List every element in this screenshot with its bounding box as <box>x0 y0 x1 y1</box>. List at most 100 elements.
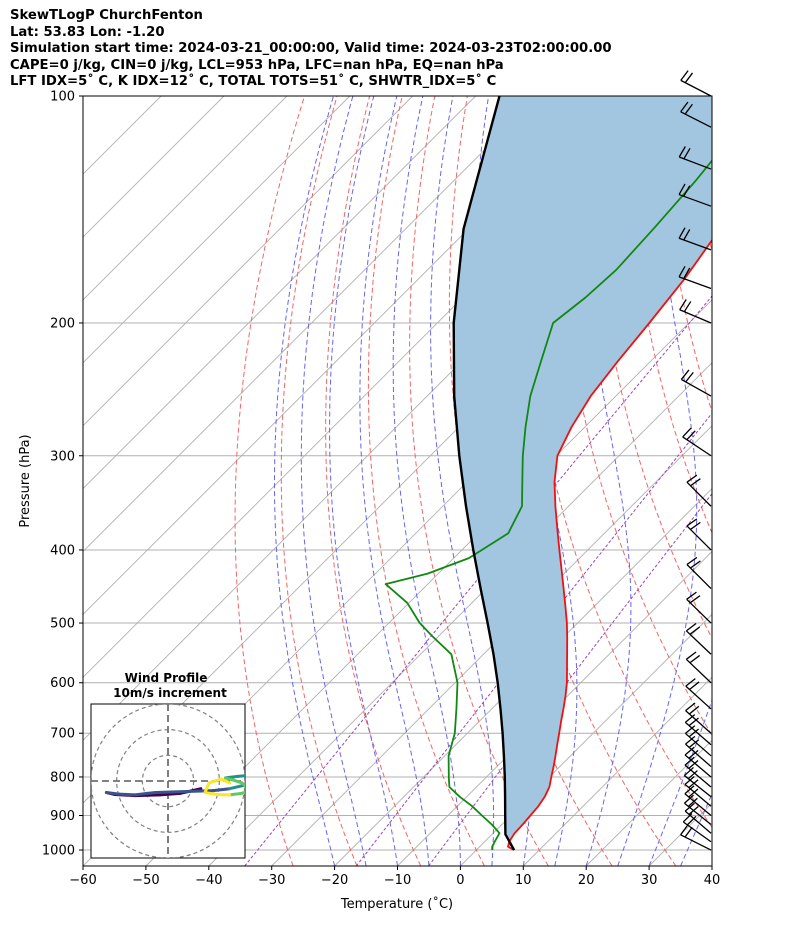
temperature-profile-line <box>507 238 712 851</box>
y-tick-label: 800 <box>50 770 75 785</box>
wind-barb-feather <box>684 103 693 115</box>
x-tick-label: 40 <box>704 873 721 888</box>
inset-title: Wind Profile <box>125 671 208 685</box>
hodograph-segment <box>158 791 182 797</box>
wind-barb-staff <box>684 721 712 746</box>
parcel-path-line <box>452 96 516 851</box>
wind-barb-staff <box>686 598 712 624</box>
wind-barb <box>684 746 712 778</box>
wind-barb <box>686 518 712 551</box>
y-tick-label: 300 <box>50 449 75 464</box>
dry-adiabat-line <box>728 96 794 866</box>
x-tick-label: 30 <box>641 873 658 888</box>
wind-barb <box>686 474 712 507</box>
x-tick-label: −60 <box>69 873 96 888</box>
wind-barb <box>680 101 712 128</box>
wind-barb-feather <box>689 654 701 664</box>
wind-barb-feather <box>688 717 699 727</box>
wind-barb-staff <box>684 802 712 826</box>
wind-barb-staff <box>678 276 712 290</box>
wind-barb-feather <box>680 369 690 380</box>
chart-location: Lat: 53.83 Lon: -1.20 <box>10 24 165 40</box>
wind-barb <box>684 794 712 826</box>
y-tick-label: 1000 <box>42 844 75 859</box>
moist-adiabat-line <box>359 96 430 866</box>
wind-barb <box>678 227 712 251</box>
moist-adiabat-line <box>648 698 712 866</box>
hodograph-segment <box>133 791 149 797</box>
wind-barb-feather <box>688 759 699 769</box>
moist-adiabat-line <box>711 864 712 866</box>
wind-barb-feather <box>678 265 686 278</box>
wind-barb-feather <box>684 72 694 84</box>
wind-barb-staff <box>684 754 712 778</box>
wind-barb-staff <box>680 111 712 128</box>
x-tick-label: 20 <box>578 873 595 888</box>
wind-barb-staff <box>681 378 712 397</box>
hodograph-segment <box>240 781 245 788</box>
dry-adiabat-line <box>761 96 794 866</box>
wind-barb-staff <box>680 834 712 851</box>
wind-barb-feather <box>683 185 691 197</box>
wind-barb-feather <box>685 725 696 734</box>
hodograph-segment <box>203 781 211 795</box>
inset-plot <box>91 704 245 858</box>
wind-barb <box>684 714 712 746</box>
wind-barb-staff <box>680 79 712 97</box>
wind-barb-feather <box>679 299 687 311</box>
y-axis-label: Pressure (hPa) <box>18 434 33 527</box>
wind-barb-staff <box>678 156 712 170</box>
wind-barb-feather <box>688 749 699 759</box>
wind-barbs <box>678 70 712 851</box>
wind-barb-staff <box>682 821 712 843</box>
wind-barb <box>678 265 712 290</box>
isotherm-line <box>83 96 225 238</box>
x-tick-label: −20 <box>321 873 348 888</box>
wind-barb-feather <box>689 681 700 691</box>
wind-barb <box>680 824 712 851</box>
wind-barb <box>685 735 712 768</box>
wind-barb <box>679 299 712 324</box>
wind-barb-staff <box>684 775 712 798</box>
dry-adiabat-line <box>367 96 485 866</box>
x-axis-label: Temperature (˚C) <box>340 896 453 912</box>
dry-adiabat-line <box>234 96 305 866</box>
moist-adiabat-line <box>430 96 495 866</box>
wind-barb-staff <box>685 658 712 684</box>
dewpoint-profile-line <box>384 159 712 851</box>
chart-title-block: SkewTLogP ChurchFenton Lat: 53.83 Lon: -… <box>10 8 612 91</box>
wind-barb-feather <box>686 518 698 527</box>
chart-times: Simulation start time: 2024-03-21_00:00:… <box>10 41 612 57</box>
wind-barb-feather <box>684 756 695 766</box>
wind-profile-inset <box>90 703 246 859</box>
wind-barb-feather <box>687 797 698 807</box>
moist-adiabat-line <box>274 96 336 866</box>
parcel-area-shading <box>453 96 712 847</box>
wind-barb-feather <box>688 728 699 738</box>
y-tick-label: 600 <box>50 676 75 691</box>
wind-barb-staff <box>678 193 712 207</box>
chart-indices-lft: LFT IDX=5˚ C, K IDX=12˚ C, TOTAL TOTS=51… <box>10 74 497 90</box>
dry-adiabat-line <box>595 96 712 640</box>
wind-barb-feather <box>685 622 697 632</box>
wind-barb-feather <box>686 474 698 483</box>
moist-adiabat-line <box>300 96 367 866</box>
hodograph-segment <box>244 785 245 788</box>
wind-barb-feather <box>686 815 697 826</box>
dry-adiabat-line <box>325 96 422 866</box>
hodograph-segment <box>207 777 223 785</box>
wind-barb <box>678 146 712 170</box>
moist-adiabat-line <box>329 96 398 866</box>
hodograph-segment <box>104 791 121 796</box>
y-tick-label: 400 <box>50 543 75 558</box>
wind-barb <box>682 427 712 457</box>
wind-barb-feather <box>678 146 686 158</box>
wind-barb-staff <box>684 732 712 757</box>
wind-barb-feather <box>678 227 686 239</box>
wind-barb-feather <box>689 595 701 604</box>
wind-barb <box>685 702 712 734</box>
wind-barb-staff <box>684 764 712 788</box>
x-tick-label: 0 <box>456 873 464 888</box>
y-tick-label: 700 <box>50 727 75 742</box>
x-tick-label: 10 <box>515 873 532 888</box>
